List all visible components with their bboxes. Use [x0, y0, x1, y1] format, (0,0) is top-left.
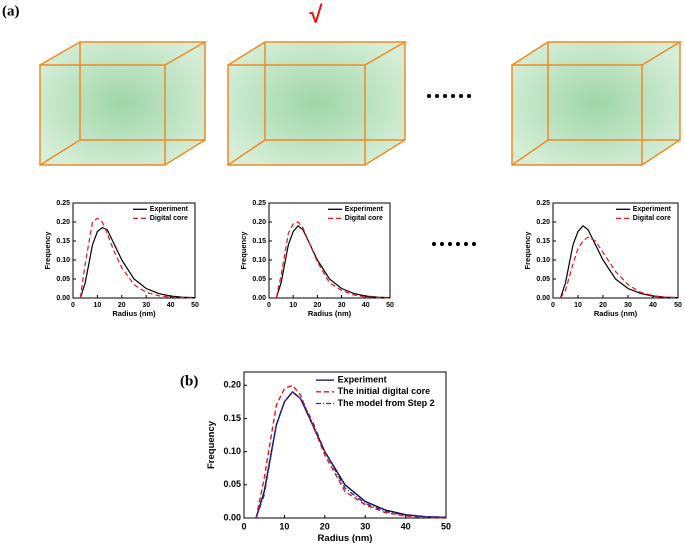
x-axis-label: Radius (nm) — [112, 309, 156, 318]
y-tick-label: 0.05 — [252, 276, 266, 283]
cube — [511, 41, 683, 166]
legend-label: Digital core — [633, 215, 671, 222]
line-series — [79, 227, 196, 299]
legend-label: Digital core — [345, 215, 383, 222]
x-tick-label: 40 — [649, 302, 657, 309]
x-tick-label: 30 — [338, 302, 346, 309]
x-tick-label: 0 — [71, 302, 75, 309]
x-tick-label: 50 — [441, 521, 451, 531]
line-series — [275, 224, 391, 299]
y-tick-label: 0.00 — [56, 295, 70, 302]
y-tick-label: 0.20 — [56, 219, 70, 226]
x-tick-label: 30 — [360, 521, 370, 531]
x-tick-label: 20 — [118, 302, 126, 309]
y-tick-label: 0.20 — [252, 219, 266, 226]
legend-label: Experiment — [338, 374, 387, 384]
legend-label: Digital core — [150, 215, 188, 222]
y-tick-label: 0.25 — [536, 200, 550, 207]
x-tick-label: 20 — [320, 521, 330, 531]
legend-label: The initial digital core — [338, 386, 431, 396]
ellipsis-dots — [427, 94, 476, 246]
y-tick-label: 0.15 — [56, 238, 70, 245]
legend-label: Experiment — [633, 206, 672, 213]
y-tick-label: 0.10 — [252, 257, 266, 264]
line-series — [559, 224, 679, 299]
x-tick-label: 30 — [624, 302, 632, 309]
x-tick-label: 10 — [289, 302, 297, 309]
y-tick-label: 0.20 — [223, 380, 241, 390]
y-tick-label: 0.10 — [56, 257, 70, 264]
line-series — [275, 221, 391, 299]
x-tick-label: 0 — [241, 521, 246, 531]
y-tick-label: 0.00 — [536, 295, 550, 302]
line-series — [255, 390, 447, 519]
plot-frame — [268, 202, 391, 299]
x-tick-label: 20 — [599, 302, 607, 309]
y-tick-label: 0.05 — [223, 479, 241, 489]
line-series — [559, 236, 679, 299]
panel-label: (a) — [2, 3, 20, 19]
cube — [39, 41, 208, 166]
y-tick-label: 0.15 — [223, 413, 241, 423]
x-tick-label: 50 — [674, 302, 682, 309]
y-tick-label: 0.05 — [56, 276, 70, 283]
x-axis-label: Radius (nm) — [594, 309, 638, 318]
x-tick-label: 40 — [167, 302, 175, 309]
x-tick-label: 0 — [551, 302, 555, 309]
x-tick-label: 10 — [279, 521, 289, 531]
y-tick-label: 0.05 — [536, 276, 550, 283]
panel-label: (b) — [180, 373, 198, 389]
legend-label: The model from Step 2 — [338, 398, 435, 408]
y-axis-label: Frequency — [206, 420, 217, 469]
y-axis-label: Frequency — [43, 231, 52, 270]
cube — [227, 41, 408, 166]
check-mark: √ — [309, 1, 323, 28]
plot-frame — [72, 202, 196, 299]
x-tick-label: 40 — [362, 302, 370, 309]
y-tick-label: 0.00 — [252, 295, 266, 302]
y-tick-label: 0.20 — [536, 219, 550, 226]
x-tick-label: 20 — [314, 302, 322, 309]
x-tick-label: 0 — [267, 302, 271, 309]
y-tick-label: 0.25 — [56, 200, 70, 207]
x-tick-label: 50 — [386, 302, 394, 309]
x-tick-label: 30 — [142, 302, 150, 309]
x-tick-label: 40 — [401, 521, 411, 531]
y-tick-label: 0.00 — [223, 512, 241, 522]
line-series — [255, 390, 447, 519]
y-tick-label: 0.25 — [252, 200, 266, 207]
x-axis-label: Radius (nm) — [308, 309, 352, 318]
x-tick-label: 10 — [94, 302, 102, 309]
x-tick-label: 10 — [574, 302, 582, 309]
y-tick-label: 0.15 — [536, 238, 550, 245]
x-axis-label: Radius (nm) — [318, 533, 373, 544]
plot-frame — [552, 202, 679, 299]
line-series — [79, 217, 196, 299]
y-tick-label: 0.10 — [223, 446, 241, 456]
x-tick-label: 50 — [191, 302, 199, 309]
y-axis-label: Frequency — [523, 231, 532, 270]
y-tick-label: 0.15 — [252, 238, 266, 245]
legend-label: Experiment — [150, 206, 189, 213]
y-axis-label: Frequency — [239, 231, 248, 270]
legend-label: Experiment — [345, 206, 384, 213]
y-tick-label: 0.10 — [536, 257, 550, 264]
line-series — [255, 384, 447, 519]
plot-frame — [243, 371, 447, 519]
